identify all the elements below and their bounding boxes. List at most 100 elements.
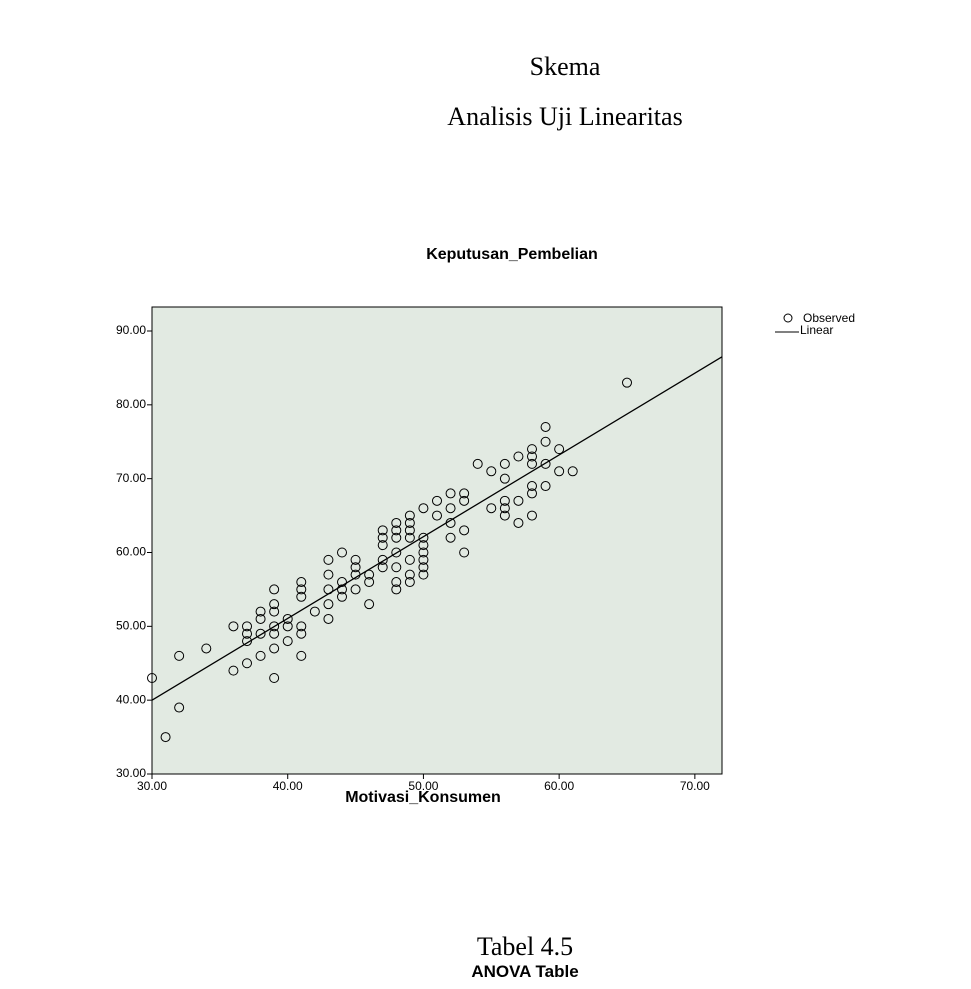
observed-point bbox=[567, 466, 578, 477]
y-tick-label: 70.00 bbox=[116, 471, 146, 485]
observed-point bbox=[499, 503, 510, 514]
observed-point bbox=[499, 473, 510, 484]
observed-point bbox=[337, 547, 347, 558]
observed-point bbox=[296, 621, 307, 632]
table-title: ANOVA Table bbox=[471, 962, 579, 981]
y-tick-label: 50.00 bbox=[116, 619, 146, 633]
y-tick-label: 30.00 bbox=[116, 766, 146, 780]
observed-point bbox=[269, 673, 280, 684]
observed-point bbox=[459, 488, 470, 499]
observed-point bbox=[459, 547, 470, 558]
observed-point bbox=[364, 599, 375, 610]
table-number: Tabel 4.5 bbox=[476, 932, 574, 961]
observed-point bbox=[404, 554, 415, 565]
observed-point bbox=[404, 510, 415, 521]
observed-point bbox=[174, 702, 185, 713]
observed-point bbox=[513, 451, 524, 462]
legend-label: Linear bbox=[800, 323, 833, 337]
x-tick-label: 60.00 bbox=[544, 779, 574, 793]
observed-point bbox=[255, 613, 266, 624]
observed-point bbox=[255, 650, 266, 661]
observed-point bbox=[472, 458, 483, 469]
observed-point bbox=[296, 591, 307, 602]
observed-point bbox=[404, 569, 415, 580]
observed-point bbox=[282, 621, 293, 632]
observed-point bbox=[513, 517, 524, 528]
observed-point bbox=[350, 584, 361, 595]
observed-point bbox=[418, 547, 429, 558]
y-tick-label: 40.00 bbox=[116, 692, 146, 706]
observed-point bbox=[499, 510, 510, 521]
observed-point bbox=[418, 540, 429, 551]
observed-point bbox=[269, 621, 280, 632]
y-tick-label: 80.00 bbox=[116, 397, 146, 411]
observed-point bbox=[418, 562, 429, 573]
observed-point bbox=[350, 562, 361, 573]
observed-point bbox=[350, 554, 361, 565]
observed-point bbox=[323, 554, 334, 565]
observed-point bbox=[459, 495, 470, 506]
fit-line bbox=[151, 356, 723, 701]
observed-point bbox=[337, 591, 347, 602]
observed-point bbox=[282, 613, 293, 624]
observed-point bbox=[337, 584, 347, 595]
observed-point bbox=[323, 599, 334, 610]
observed-point bbox=[391, 517, 402, 528]
observed-point bbox=[377, 554, 388, 565]
observed-point bbox=[242, 658, 252, 669]
observed-point bbox=[201, 643, 212, 654]
observed-point bbox=[323, 569, 334, 580]
x-tick-label: 50.00 bbox=[408, 779, 438, 793]
observed-point bbox=[242, 636, 252, 647]
observed-point bbox=[269, 643, 280, 654]
observed-point bbox=[391, 525, 402, 536]
observed-point bbox=[432, 510, 442, 521]
observed-point bbox=[540, 436, 551, 447]
observed-point bbox=[459, 525, 470, 536]
observed-point bbox=[377, 532, 388, 543]
observed-point bbox=[337, 577, 347, 588]
observed-point bbox=[486, 466, 497, 477]
observed-point bbox=[527, 510, 537, 521]
observed-point bbox=[445, 532, 456, 543]
plot-area bbox=[151, 306, 723, 775]
observed-point bbox=[540, 458, 551, 469]
observed-point bbox=[255, 606, 266, 617]
observed-point bbox=[554, 466, 565, 477]
observed-point bbox=[269, 599, 280, 610]
observed-point bbox=[527, 444, 537, 455]
observed-point bbox=[242, 621, 252, 632]
observed-point bbox=[499, 495, 510, 506]
y-tick-label: 60.00 bbox=[116, 545, 146, 559]
observed-point bbox=[174, 650, 185, 661]
observed-point bbox=[622, 377, 632, 388]
observed-point bbox=[418, 532, 429, 543]
observed-point bbox=[527, 458, 537, 469]
x-tick-label: 70.00 bbox=[680, 779, 710, 793]
observed-point bbox=[445, 503, 456, 514]
observed-point bbox=[418, 569, 429, 580]
observed-point bbox=[296, 577, 307, 588]
observed-point bbox=[391, 577, 402, 588]
observed-point bbox=[269, 628, 280, 639]
x-tick-label: 30.00 bbox=[137, 779, 167, 793]
observed-point bbox=[404, 577, 415, 588]
observed-point bbox=[309, 606, 320, 617]
legend-label: Observed bbox=[803, 311, 855, 325]
observed-point bbox=[527, 488, 537, 499]
observed-point bbox=[296, 628, 307, 639]
observed-point bbox=[160, 732, 171, 743]
observed-point bbox=[432, 495, 442, 506]
observed-point bbox=[445, 488, 456, 499]
observed-point bbox=[242, 628, 252, 639]
observed-point bbox=[228, 665, 239, 676]
observed-point bbox=[377, 540, 388, 551]
observed-point bbox=[486, 503, 497, 514]
observed-point bbox=[296, 650, 307, 661]
observed-point bbox=[269, 606, 280, 617]
observed-point bbox=[554, 444, 565, 455]
chart-title: Keputusan_Pembelian bbox=[426, 246, 598, 263]
observed-point bbox=[323, 613, 334, 624]
observed-point bbox=[282, 636, 293, 647]
observed-point bbox=[377, 525, 388, 536]
